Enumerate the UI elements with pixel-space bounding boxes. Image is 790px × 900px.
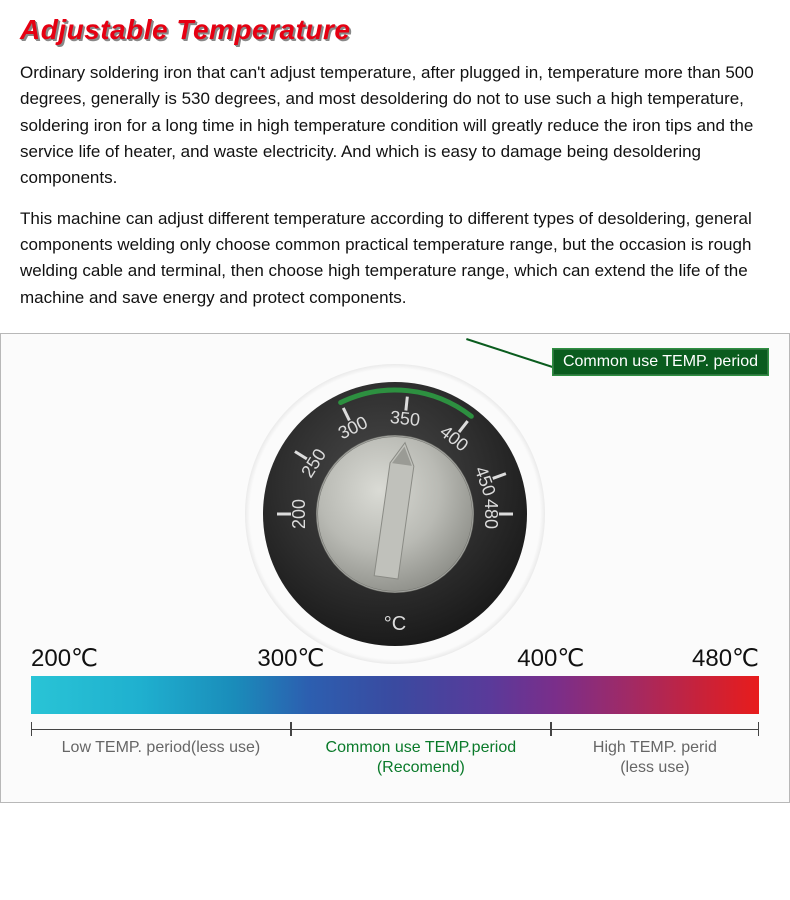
dial-unit-label: °C <box>384 613 406 635</box>
axis-range: Common use TEMP.period(Recomend) <box>291 722 551 778</box>
dial-tick-label: 350 <box>389 407 421 430</box>
axis-tick-label: 200℃ <box>31 644 98 673</box>
axis-range: High TEMP. perid(less use) <box>551 722 759 778</box>
paragraph-1: Ordinary soldering iron that can't adjus… <box>20 60 770 192</box>
axis-tick-label: 400℃ <box>517 644 584 673</box>
axis-tick-labels: 200℃ 300℃ 400℃ 480℃ <box>31 644 759 674</box>
axis-ranges: Low TEMP. period(less use)Common use TEM… <box>31 722 759 782</box>
dial-tick-label: 480 <box>481 499 501 529</box>
dial-highlight-tag: Common use TEMP. period <box>552 348 769 376</box>
temperature-dial: 200250300350400450480 °C <box>235 364 555 664</box>
axis-range-label: Common use TEMP.period(Recomend) <box>291 738 551 778</box>
paragraph-2: This machine can adjust different temper… <box>20 206 770 311</box>
axis-tick-label: 480℃ <box>692 644 759 673</box>
dial-tick-label: 200 <box>289 499 309 529</box>
axis-tick-label: 300℃ <box>257 644 324 673</box>
temperature-axis: 200℃ 300℃ 400℃ 480℃ Low TEMP. period(less u… <box>31 644 759 782</box>
axis-gradient-bar <box>31 676 759 714</box>
axis-range-label: Low TEMP. period(less use) <box>31 738 291 758</box>
axis-range: Low TEMP. period(less use) <box>31 722 291 758</box>
dial-svg: 200250300350400450480 °C <box>235 364 555 664</box>
temperature-figure: 200250300350400450480 °C Common use TEMP… <box>0 333 790 803</box>
axis-range-label: High TEMP. perid(less use) <box>551 738 759 778</box>
page-title: Adjustable Temperature <box>20 14 770 46</box>
